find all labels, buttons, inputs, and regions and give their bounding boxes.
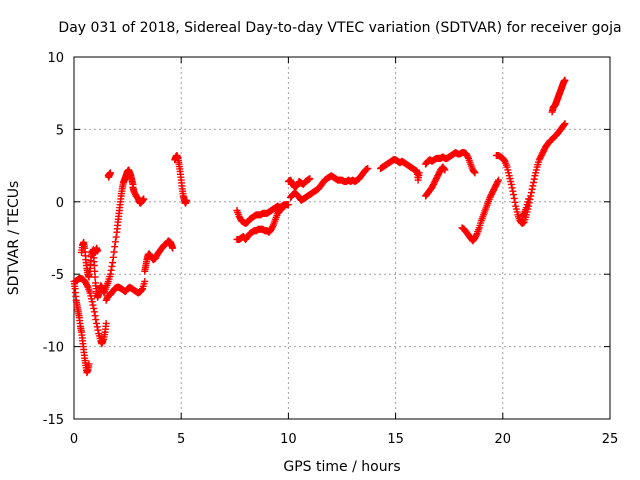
y-tick-label: 5: [56, 123, 64, 138]
data-point: [91, 312, 99, 320]
data-point: [561, 76, 569, 84]
data-point: [530, 178, 538, 186]
data-point: [525, 195, 533, 203]
data-point: [140, 195, 148, 203]
data-point: [183, 196, 191, 204]
data-point: [89, 301, 97, 309]
data-point: [278, 205, 286, 213]
x-tick-label: 0: [70, 432, 78, 447]
data-point: [83, 282, 91, 290]
y-tick-label: 0: [56, 196, 64, 211]
y-tick-label: -10: [43, 341, 64, 356]
data-point: [85, 360, 93, 368]
data-point: [269, 222, 277, 230]
x-axis-label: GPS time / hours: [283, 459, 400, 475]
data-point: [94, 326, 102, 334]
y-axis-label: SDTVAR / TECUs: [6, 181, 22, 296]
data-point: [90, 304, 98, 312]
data-point: [464, 153, 472, 161]
data-point: [169, 244, 177, 252]
data-point: [93, 323, 101, 331]
plot-frame: [73, 56, 611, 420]
x-tick-label: 5: [177, 432, 185, 447]
data-point: [94, 247, 102, 255]
x-tick-label: 25: [602, 432, 619, 447]
data-point: [110, 248, 118, 256]
data-point: [105, 173, 113, 181]
x-tick-label: 20: [495, 432, 512, 447]
data-point: [510, 194, 518, 202]
chart-title: Day 031 of 2018, Sidereal Day-to-day VTE…: [58, 20, 621, 36]
data-point: [440, 165, 448, 173]
data-point: [108, 262, 116, 270]
y-tick-label: -15: [43, 413, 64, 428]
data-point: [111, 238, 119, 246]
data-point: [441, 166, 449, 174]
data-point: [364, 164, 372, 172]
data-point: [507, 180, 515, 188]
data-point: [306, 175, 314, 183]
data-point: [527, 189, 535, 197]
data-point: [109, 253, 117, 261]
data-point: [471, 169, 479, 177]
x-tick-label: 10: [280, 432, 297, 447]
data-point: [495, 176, 503, 184]
data-point: [510, 191, 518, 199]
data-point: [141, 277, 149, 285]
data-point: [494, 178, 502, 186]
data-point: [472, 231, 480, 239]
data-point: [529, 182, 537, 190]
data-point: [284, 201, 292, 209]
data-point: [470, 168, 478, 176]
data-points: [70, 76, 569, 377]
data-point: [92, 316, 100, 324]
grid: [74, 57, 610, 419]
data-point: [107, 266, 115, 274]
data-point: [561, 120, 569, 128]
data-point: [109, 259, 117, 267]
data-point: [106, 270, 114, 278]
data-point: [415, 169, 423, 177]
data-point: [138, 286, 146, 294]
y-tick-label: 10: [47, 51, 64, 66]
data-point: [530, 175, 538, 183]
data-point: [508, 184, 516, 192]
data-point: [88, 298, 96, 306]
y-tick-label: -5: [51, 268, 64, 283]
data-point: [509, 187, 517, 195]
data-point: [90, 308, 98, 316]
data-point: [528, 185, 536, 193]
data-point: [112, 233, 120, 241]
data-point: [560, 121, 568, 129]
data-point: [102, 319, 110, 327]
data-point: [511, 198, 519, 206]
x-tick-label: 15: [387, 432, 404, 447]
axis-ticks: 0 5 10 15 20 25 -15 -10 -5 0 5 10: [43, 51, 619, 447]
data-point: [93, 319, 101, 327]
data-point: [111, 243, 119, 251]
